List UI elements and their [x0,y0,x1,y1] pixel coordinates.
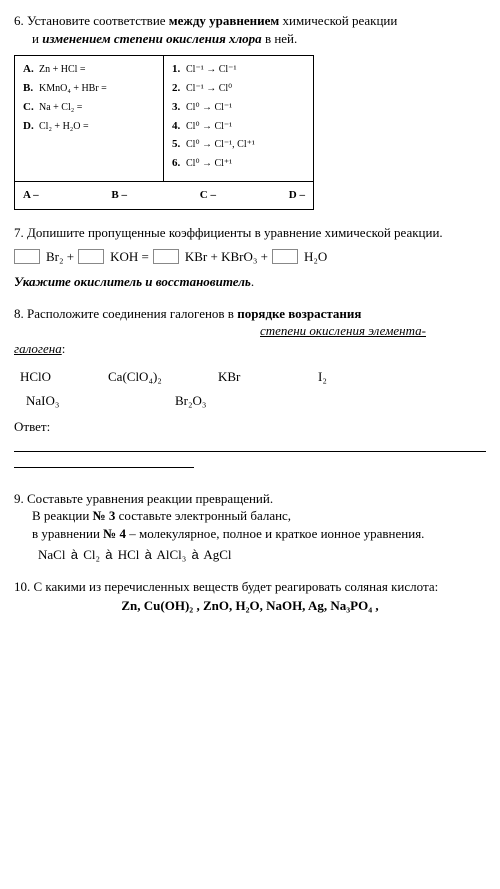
t9-l1: 9. Составьте уравнения реакции превращен… [14,490,486,508]
t9-l3: в уравнении № 4 – молекулярное, полное и… [14,525,486,543]
t9-l2: В реакции № 3 составьте электронный бала… [14,507,486,525]
arrow-icon: à [105,547,112,562]
eq-koh: KOH = [110,248,149,266]
t6-left-row: D.Cl₂ + H₂O = [23,119,155,134]
compound-kbr: KBr [218,365,318,388]
task-8-title: 8. Расположите соединения галогенов в по… [14,305,486,323]
t6-left-col: A.Zn + HCl = B.KMnO₄ + HBr = C.Na + Cl₂ … [15,56,164,181]
task-9: 9. Составьте уравнения реакции превращен… [14,490,486,564]
task-6-line2: и изменением степени окисления хлора в н… [14,30,486,48]
chain-alcl3: AlCl₃ [156,547,186,562]
compound-caclo4: Ca(ClO₄)₂ [108,365,218,388]
answer-line[interactable] [14,438,486,452]
coeff-input[interactable] [78,249,104,264]
compound-hclo: HClO [20,365,108,388]
task-7-note: Укажите окислитель и восстановитель. [14,273,486,291]
t6-ans-a: A – [23,188,39,203]
arrow-icon: à [71,547,78,562]
task-7-title: 7. Допишите пропущенные коэффициенты в у… [14,224,486,242]
coeff-input[interactable] [153,249,179,264]
compound-naio3: NaIO₃ [20,389,175,412]
t6-ans-c: C – [200,188,216,203]
arrow-icon: à [145,547,152,562]
eq-kbr: KBr + KBrO₃ + [185,248,268,266]
t9-chain: NaCl à Cl₂ à HCl à AlCl₃ à AgCl [38,546,486,564]
task-10: 10. С какими из перечисленных веществ бу… [14,578,486,615]
task-7: 7. Допишите пропущенные коэффициенты в у… [14,224,486,291]
t6-title-c: химической реакции [279,13,397,28]
task-6-table: A.Zn + HCl = B.KMnO₄ + HBr = C.Na + Cl₂ … [14,55,314,210]
t10-list: Zn, Cu(OH)₂ , ZnO, H₂O, NaOH, Ag, Na₃PO₄… [14,597,486,615]
eq-br2: Br₂ + [46,248,74,266]
coeff-input[interactable] [272,249,298,264]
t6-l2-c: в ней. [262,31,298,46]
answer-line[interactable] [14,454,194,468]
t6-right-row: 5.Cl⁰ → Cl⁻¹, Cl⁺¹ [172,137,305,152]
t6-title-b: между уравнением [169,13,280,28]
task-7-equation: Br₂ + KOH = KBr + KBrO₃ + H₂O [14,248,486,266]
eq-h2o: H₂O [304,248,327,266]
chain-hcl: HCl [118,547,140,562]
t6-left-row: C.Na + Cl₂ = [23,100,155,115]
chain-nacl: NaCl [38,547,65,562]
t6-left-row: A.Zn + HCl = [23,62,155,77]
task-8-sub-a: степени окисления элемента- [14,322,486,340]
t10-title: 10. С какими из перечисленных веществ бу… [14,578,486,596]
task-8-compounds: HClO Ca(ClO₄)₂ KBr I₂ NaIO₃ Br₂O₃ [20,365,486,412]
t6-ans-d: D – [289,188,305,203]
t6-right-row: 4.Cl⁰ → Cl⁻¹ [172,119,305,134]
t6-top: A.Zn + HCl = B.KMnO₄ + HBr = C.Na + Cl₂ … [15,56,313,182]
t6-title-a: 6. Установите соответствие [14,13,169,28]
arrow-icon: à [192,547,199,562]
task-8-answer-label: Ответ: [14,418,486,436]
t6-ans-b: B – [111,188,127,203]
task-8: 8. Расположите соединения галогенов в по… [14,305,486,468]
t6-right-row: 3.Cl⁰ → Cl⁻¹ [172,100,305,115]
t6-l2-b: изменением степени окисления хлора [42,31,261,46]
compound-br2o3: Br₂O₃ [175,389,206,412]
t8-line2: NaIO₃ Br₂O₃ [20,389,486,412]
t6-l2-a: и [32,31,42,46]
t8-line1: HClO Ca(ClO₄)₂ KBr I₂ [20,365,486,388]
task-8-sub-b: галогена: [14,340,486,358]
t6-right-row: 6.Cl⁰ → Cl⁺¹ [172,156,305,171]
t6-answers-row: A – B – C – D – [15,182,313,209]
t6-right-row: 1.Cl⁻¹ → Cl⁻¹ [172,62,305,77]
compound-i2: I₂ [318,365,327,388]
t6-right-col: 1.Cl⁻¹ → Cl⁻¹ 2.Cl⁻¹ → Cl⁰ 3.Cl⁰ → Cl⁻¹ … [164,56,313,181]
coeff-input[interactable] [14,249,40,264]
chain-agcl: AgCl [203,547,231,562]
t6-right-row: 2.Cl⁻¹ → Cl⁰ [172,81,305,96]
chain-cl2: Cl₂ [83,547,100,562]
task-6-title: 6. Установите соответствие между уравнен… [14,12,486,30]
t6-left-row: B.KMnO₄ + HBr = [23,81,155,96]
task-6: 6. Установите соответствие между уравнен… [14,12,486,210]
